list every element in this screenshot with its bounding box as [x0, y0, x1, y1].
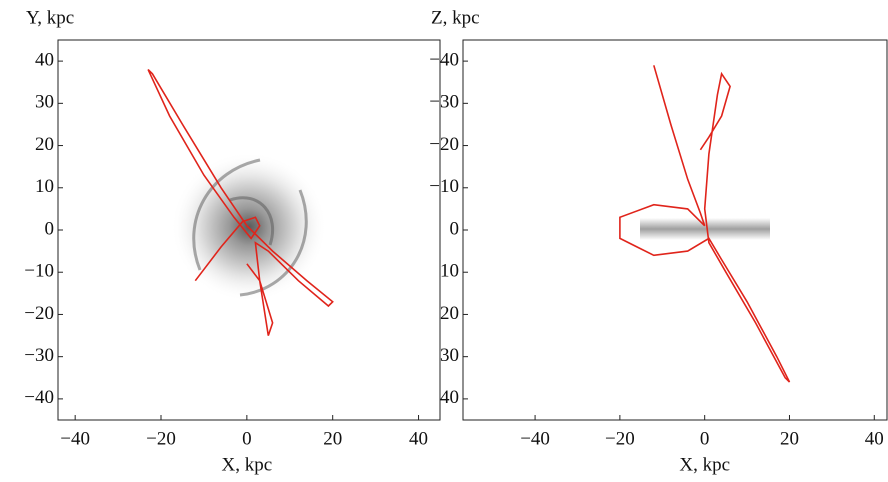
x-axis-label: X, kpc — [679, 454, 730, 475]
y-tick-label: 0 — [450, 218, 460, 239]
x-tick-label: 0 — [700, 428, 710, 449]
x-tick-label: 0 — [242, 428, 252, 449]
x-tick-label: 40 — [409, 428, 428, 449]
y-tick-label: −40 — [429, 49, 459, 70]
x-tick-label: −20 — [146, 428, 176, 449]
x-tick-label: 20 — [780, 428, 799, 449]
y-axis-label: Z, kpc — [431, 7, 480, 28]
y-tick-label: 40 — [440, 387, 459, 408]
y-tick-label: −10 — [24, 261, 54, 282]
x-tick-label: −40 — [520, 428, 550, 449]
galaxy-image — [171, 152, 770, 302]
y-tick-label: −20 — [24, 303, 54, 324]
y-tick-label: 30 — [440, 345, 459, 366]
orbit-line — [147, 69, 334, 336]
y-tick-label: −20 — [429, 134, 459, 155]
y-tick-label: −10 — [429, 176, 459, 197]
y-tick-label: 30 — [35, 92, 54, 113]
y-tick-label: −30 — [429, 92, 459, 113]
y-tick-label: 40 — [35, 49, 54, 70]
x-tick-label: 20 — [323, 428, 342, 449]
y-axis-label: Y, kpc — [26, 7, 74, 28]
x-tick-label: −40 — [60, 428, 90, 449]
y-tick-label: 20 — [35, 134, 54, 155]
x-tick-label: 40 — [865, 428, 884, 449]
orbit-line — [619, 65, 791, 383]
x-tick-label: −20 — [605, 428, 635, 449]
y-tick-label: 10 — [35, 176, 54, 197]
y-tick-label: 0 — [45, 218, 55, 239]
y-tick-label: −30 — [24, 345, 54, 366]
y-tick-label: 20 — [440, 303, 459, 324]
x-axis-label: X, kpc — [222, 454, 273, 475]
y-tick-label: −40 — [24, 387, 54, 408]
y-tick-label: 10 — [440, 261, 459, 282]
